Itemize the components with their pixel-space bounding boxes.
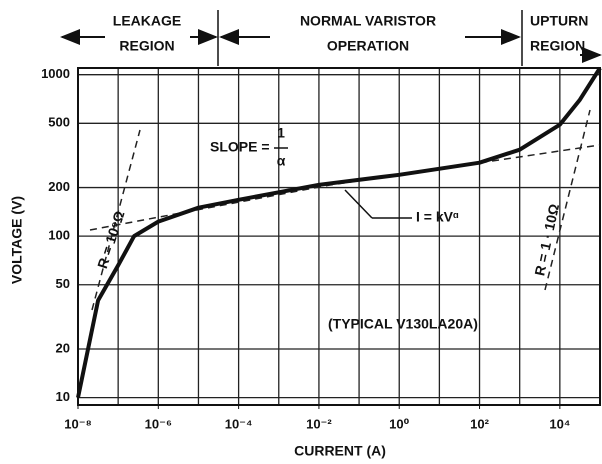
region-label: LEAKAGE (113, 13, 181, 29)
y-tick-label: 100 (48, 228, 70, 243)
y-axis-label: VOLTAGE (V) (9, 196, 25, 284)
y-tick-label: 10 (56, 389, 70, 404)
region-label: NORMAL VARISTOR (300, 13, 436, 29)
x-tick-label: 10² (470, 416, 489, 431)
x-tick-label: 10⁻⁶ (145, 416, 172, 431)
x-tick-label: 10⁻⁸ (64, 416, 91, 431)
region-label: UPTURN (530, 13, 588, 29)
curve (76, 66, 602, 399)
slope-label: SLOPE = (210, 139, 270, 155)
y-tick-label: 1000 (41, 66, 70, 81)
device-label: (TYPICAL V130LA20A) (328, 316, 478, 332)
x-tick-label: 10⁰ (389, 416, 409, 431)
y-tick-label: 50 (56, 276, 70, 291)
region-label: OPERATION (327, 38, 409, 54)
y-tick-label: 500 (48, 115, 70, 130)
x-tick-label: 10⁴ (549, 416, 570, 431)
slope-num: 1 (277, 125, 285, 141)
leader-line (344, 189, 373, 219)
tangent-line (544, 109, 591, 291)
plot-frame (77, 67, 601, 406)
region-header: LEAKAGE REGION NORMAL VARISTOR OPERATION… (60, 10, 602, 66)
slope-den: α (277, 153, 286, 169)
x-tick-label: 10⁻⁴ (225, 416, 253, 431)
region-label: REGION (530, 38, 585, 54)
x-tick-label: 10⁻² (306, 416, 332, 431)
law-label: I = kVᵅ (416, 209, 459, 225)
region-label: REGION (119, 38, 174, 54)
y-tick-label: 200 (48, 179, 70, 194)
y-tick-label: 20 (56, 340, 70, 355)
x-axis-label: CURRENT (A) (294, 443, 386, 459)
